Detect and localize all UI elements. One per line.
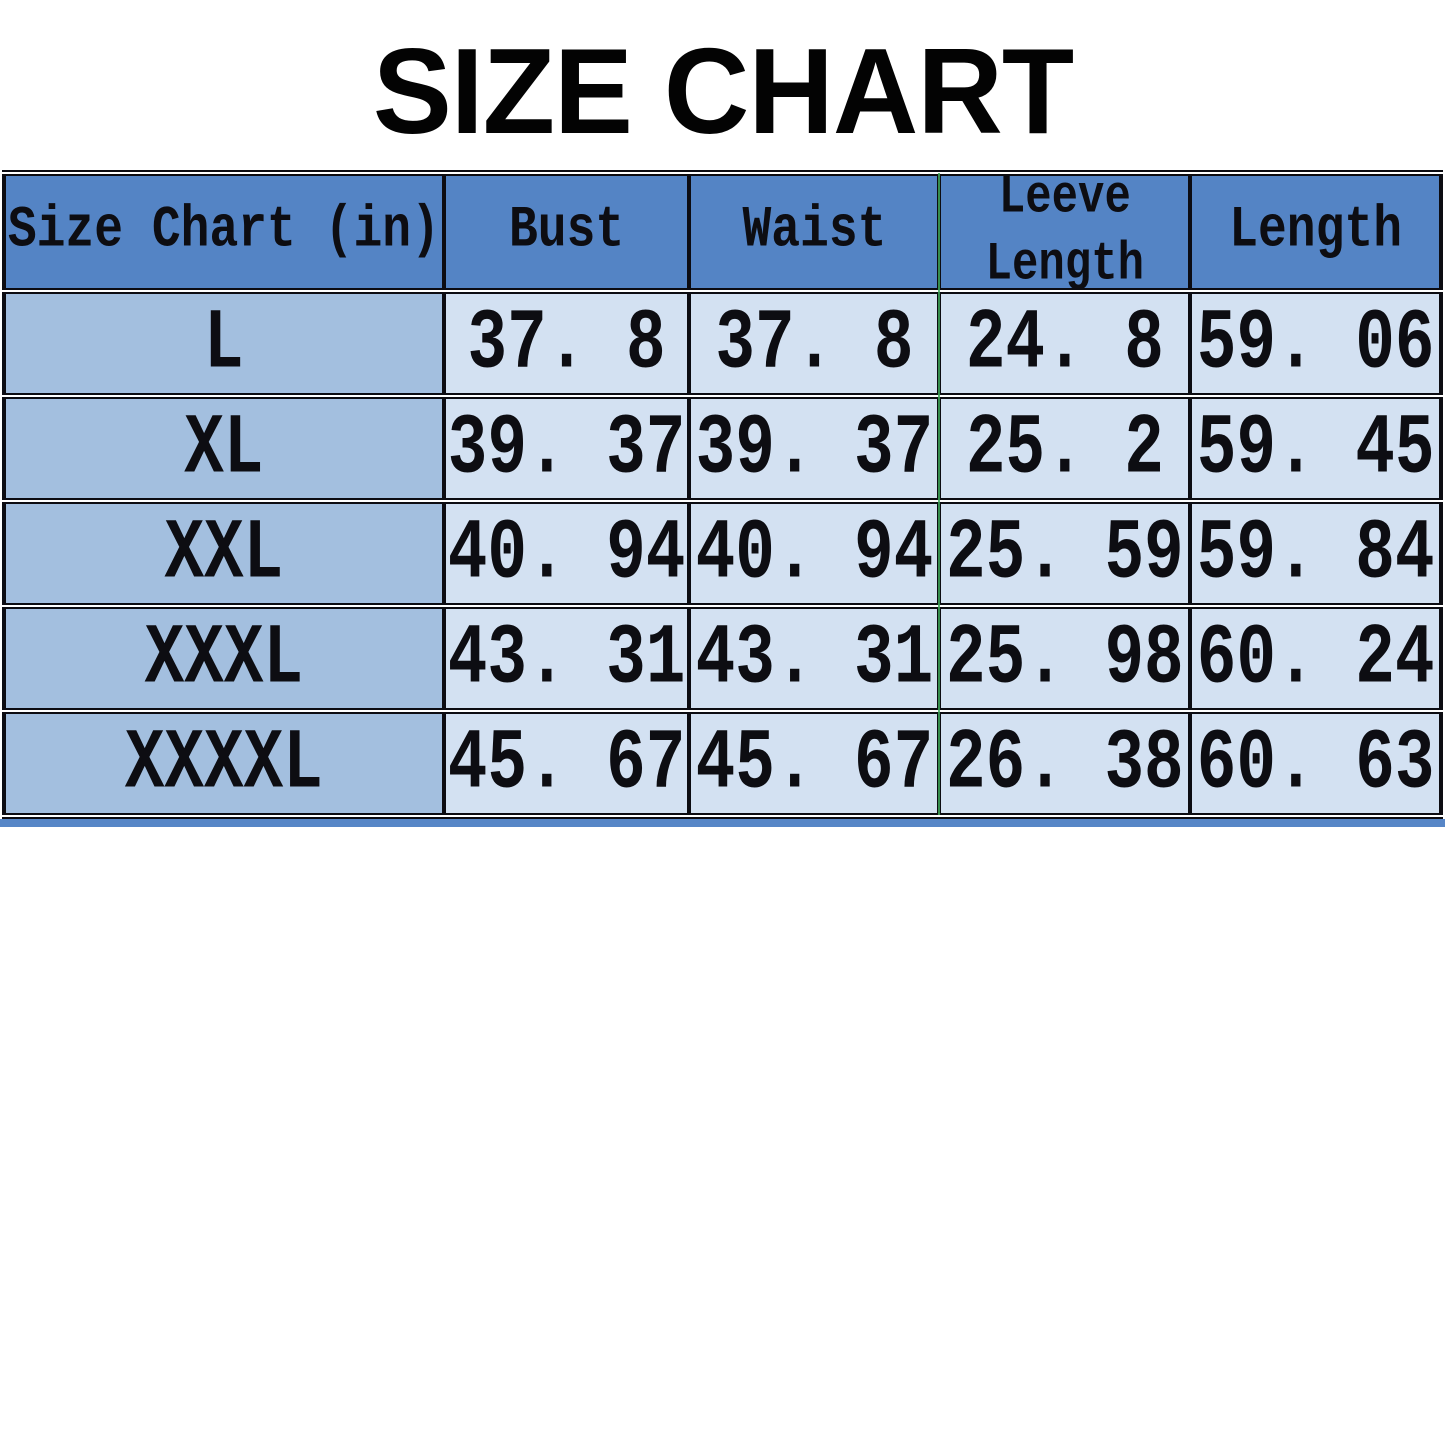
length-cell: 59. 06 bbox=[1188, 288, 1443, 399]
sleeve-cell: 25. 59 bbox=[937, 498, 1193, 609]
header-size-chart-in: Size Chart (in) bbox=[2, 170, 446, 294]
size-cell: XXL bbox=[2, 498, 446, 609]
size-cell: XXXXL bbox=[2, 708, 446, 819]
sleeve-cell: 24. 8 bbox=[937, 288, 1193, 399]
header-waist: Waist bbox=[687, 170, 942, 294]
header-bust: Bust bbox=[441, 170, 692, 294]
bust-cell: 37. 8 bbox=[441, 288, 692, 399]
header-bust-label: Bust bbox=[508, 198, 625, 265]
table-row-xxl: XXL 40. 94 40. 94 25. 59 59. 84 bbox=[2, 498, 1443, 609]
page-title: SIZE CHART bbox=[0, 30, 1445, 152]
length-cell: 60. 63 bbox=[1188, 708, 1443, 819]
bust-cell: 43. 31 bbox=[441, 603, 692, 714]
size-cell: XXXL bbox=[2, 603, 446, 714]
header-waist-label: Waist bbox=[742, 198, 887, 265]
page-title-text: SIZE CHART bbox=[372, 23, 1073, 159]
header-sleeve-length: Leeve Length bbox=[937, 170, 1193, 294]
size-cell: XL bbox=[2, 393, 446, 504]
table-row-l: L 37. 8 37. 8 24. 8 59. 06 bbox=[2, 288, 1443, 399]
header-sleeve-line1: Leeve bbox=[998, 173, 1131, 229]
bottom-accent-bar bbox=[0, 819, 1445, 827]
length-cell: 59. 45 bbox=[1188, 393, 1443, 504]
table-row-xxxl: XXXL 43. 31 43. 31 25. 98 60. 24 bbox=[2, 603, 1443, 714]
waist-cell: 37. 8 bbox=[687, 288, 942, 399]
size-cell: L bbox=[2, 288, 446, 399]
header-size-chart-in-label: Size Chart (in) bbox=[7, 198, 440, 265]
header-row: Size Chart (in) Bust Waist Leeve Length bbox=[2, 170, 1443, 294]
header-length-label: Length bbox=[1229, 198, 1403, 265]
size-chart-table-zone: Size Chart (in) Bust Waist Leeve Length bbox=[0, 170, 1445, 827]
sleeve-cell: 25. 2 bbox=[937, 393, 1193, 504]
waist-cell: 40. 94 bbox=[687, 498, 942, 609]
length-cell: 60. 24 bbox=[1188, 603, 1443, 714]
sleeve-cell: 25. 98 bbox=[937, 603, 1193, 714]
sleeve-cell: 26. 38 bbox=[937, 708, 1193, 819]
header-sleeve-length-label: Leeve Length bbox=[985, 173, 1145, 291]
waist-cell: 43. 31 bbox=[687, 603, 942, 714]
bust-cell: 45. 67 bbox=[441, 708, 692, 819]
table-row-xl: XL 39. 37 39. 37 25. 2 59. 45 bbox=[2, 393, 1443, 504]
waist-cell: 39. 37 bbox=[687, 393, 942, 504]
waist-cell: 45. 67 bbox=[687, 708, 942, 819]
length-cell: 59. 84 bbox=[1188, 498, 1443, 609]
bust-cell: 39. 37 bbox=[441, 393, 692, 504]
header-sleeve-line2: Length bbox=[985, 234, 1145, 291]
table-row-xxxxl: XXXXL 45. 67 45. 67 26. 38 60. 63 bbox=[2, 708, 1443, 819]
size-chart-table: Size Chart (in) Bust Waist Leeve Length bbox=[2, 170, 1443, 819]
bust-cell: 40. 94 bbox=[441, 498, 692, 609]
header-length: Length bbox=[1188, 170, 1443, 294]
